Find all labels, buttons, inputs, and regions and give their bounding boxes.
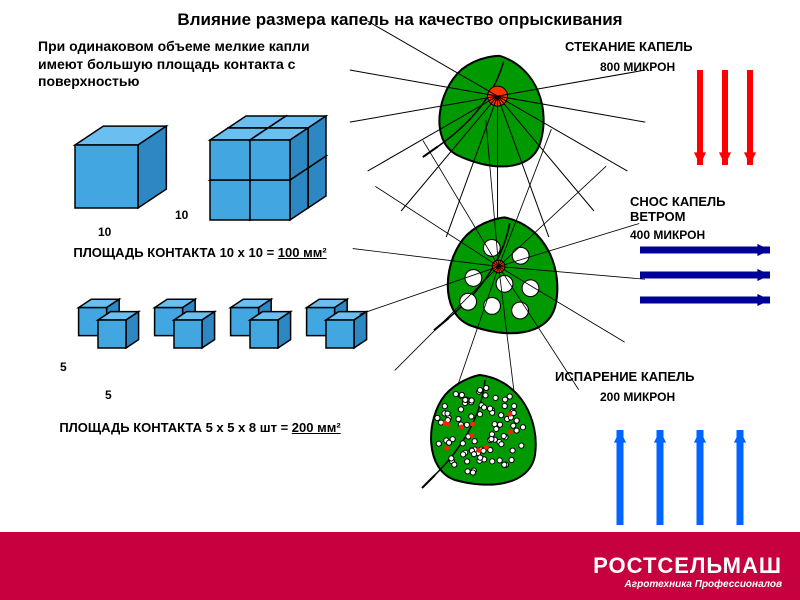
micron-200: 200 МИКРОН <box>600 390 675 404</box>
label-drift: СНОС КАПЕЛЬ ВЕТРОМ <box>630 195 780 225</box>
label-runoff: СТЕКАНИЕ КАПЕЛЬ <box>565 40 693 55</box>
micron-400: 400 МИКРОН <box>630 228 705 242</box>
logo-sub: Агротехника Профессионалов <box>593 579 782 590</box>
leaves-diagram <box>0 0 800 600</box>
label-evap: ИСПАРЕНИЕ КАПЕЛЬ <box>555 370 694 385</box>
brand-logo: РОСТСЕЛЬМАШ Агротехника Профессионалов <box>593 553 782 590</box>
micron-800: 800 МИКРОН <box>600 60 675 74</box>
logo-main: РОСТСЕЛЬМАШ <box>593 553 782 579</box>
